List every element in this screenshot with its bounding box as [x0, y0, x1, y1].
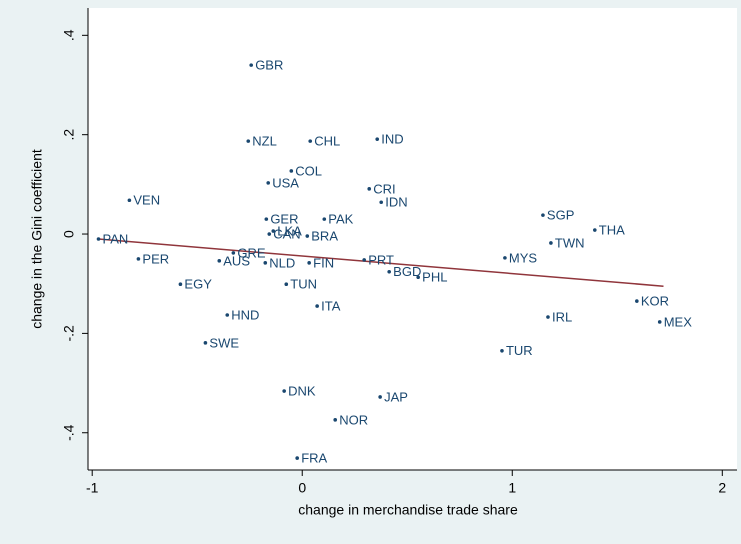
y-axis-title: change in the Gini coefficient	[29, 149, 45, 329]
point	[541, 213, 545, 217]
point	[136, 257, 141, 261]
point	[378, 395, 382, 399]
point-label: GRE	[237, 245, 266, 260]
point	[231, 251, 236, 255]
y-tick-label: .2	[61, 129, 77, 141]
point	[387, 269, 391, 274]
point	[96, 237, 101, 241]
point-label: HND	[231, 307, 259, 322]
point	[362, 258, 366, 262]
point-label: IRL	[552, 309, 572, 324]
point	[271, 229, 276, 233]
point-label: JAP	[384, 389, 408, 404]
point-label: LKA	[277, 223, 302, 238]
point-label: ITA	[321, 299, 341, 314]
point	[549, 241, 553, 245]
point-label: IDN	[385, 195, 407, 210]
point-label: SWE	[209, 335, 239, 350]
point	[305, 234, 310, 238]
point	[249, 63, 253, 67]
point	[282, 389, 286, 393]
point-label: TUR	[506, 343, 533, 358]
x-tick-label: 2	[718, 480, 726, 496]
point-label: NZL	[252, 134, 277, 149]
y-tick-label: -.4	[61, 424, 77, 441]
point-label: NOR	[339, 412, 368, 427]
point-label: GER	[270, 212, 298, 227]
point-label: NLD	[269, 255, 295, 270]
point-label: FRA	[301, 451, 327, 466]
point	[263, 261, 268, 265]
x-tick-label: 0	[298, 480, 306, 496]
point	[375, 137, 380, 141]
point-label: CRI	[373, 181, 395, 196]
point	[267, 232, 272, 236]
point-label: DNK	[288, 383, 316, 398]
point-label: PAK	[328, 212, 353, 227]
point	[266, 181, 271, 185]
x-tick-label: 1	[508, 480, 516, 496]
y-tick-label: .4	[61, 29, 77, 41]
x-axis-title: change in merchandise trade share	[298, 502, 518, 518]
point-label: BGD	[393, 264, 421, 279]
point	[308, 139, 313, 143]
point-label: CHL	[314, 134, 340, 149]
point-label: TUN	[290, 277, 317, 292]
point	[295, 456, 299, 460]
point-label: THA	[599, 222, 625, 237]
point-label: GBR	[255, 58, 283, 73]
point-label: USA	[272, 175, 299, 190]
point	[203, 341, 208, 345]
point	[217, 259, 222, 263]
point	[307, 261, 311, 265]
point	[500, 348, 504, 353]
point-label: COL	[295, 163, 322, 178]
point	[546, 315, 550, 319]
point-label: PER	[142, 251, 169, 266]
point	[289, 169, 294, 173]
point	[284, 282, 289, 287]
point-label: IND	[381, 132, 403, 147]
point	[635, 299, 639, 303]
point-label: EGY	[184, 277, 212, 292]
point-label: CAN	[273, 226, 300, 241]
point	[416, 275, 420, 280]
point	[225, 313, 230, 317]
point	[315, 304, 319, 308]
point	[127, 198, 132, 203]
point	[367, 187, 372, 191]
point-label: MEX	[664, 314, 693, 329]
plot-area	[88, 8, 737, 470]
point-label: SGP	[547, 208, 574, 223]
point-label: FIN	[313, 255, 334, 270]
point	[333, 418, 338, 422]
point	[657, 320, 662, 324]
point-label: TWN	[555, 235, 585, 250]
point-label: AUS	[223, 253, 250, 268]
point	[246, 139, 251, 143]
y-tick-label: -.2	[61, 325, 77, 342]
x-tick-label: -1	[86, 480, 99, 496]
point-label: BRA	[311, 228, 338, 243]
point	[503, 256, 507, 260]
point	[379, 200, 384, 205]
y-tick-label: 0	[61, 230, 77, 238]
point-label: PAN	[103, 231, 129, 246]
point-label: MYS	[509, 250, 538, 265]
point	[593, 228, 597, 232]
point-label: VEN	[133, 193, 160, 208]
point	[264, 217, 269, 221]
point	[178, 282, 183, 287]
fit-line	[98, 238, 664, 287]
point-label: PHL	[422, 270, 447, 285]
point	[322, 217, 327, 221]
point-label: KOR	[641, 294, 669, 309]
point-label: PRT	[368, 252, 394, 267]
